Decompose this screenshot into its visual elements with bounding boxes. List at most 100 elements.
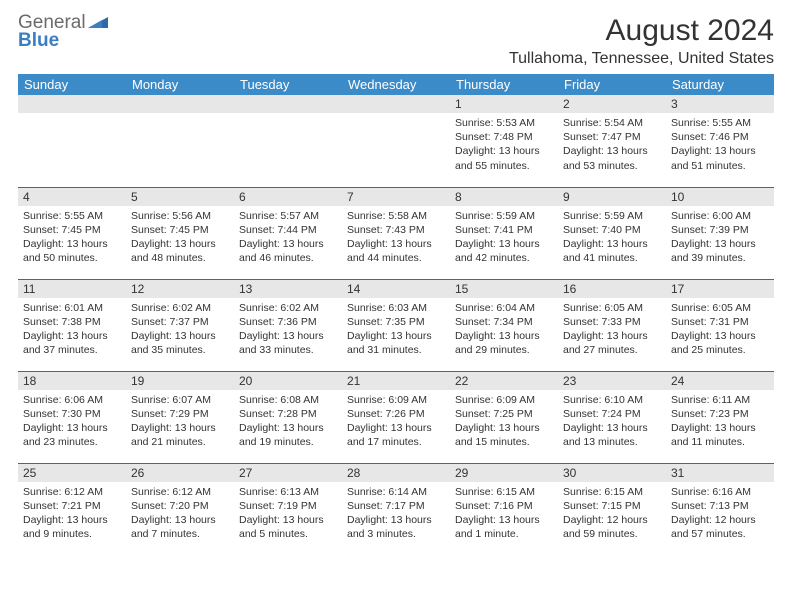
day-detail: Sunrise: 6:08 AMSunset: 7:28 PMDaylight:… <box>234 390 342 454</box>
day-number: 24 <box>666 372 774 390</box>
calendar-cell: 24Sunrise: 6:11 AMSunset: 7:23 PMDayligh… <box>666 371 774 463</box>
day-header: Saturday <box>666 74 774 95</box>
day-number: 10 <box>666 188 774 206</box>
daylight-line: Daylight: 13 hours and 5 minutes. <box>239 513 337 541</box>
day-detail: Sunrise: 6:11 AMSunset: 7:23 PMDaylight:… <box>666 390 774 454</box>
sunset-line: Sunset: 7:47 PM <box>563 130 661 144</box>
day-number: 18 <box>18 372 126 390</box>
calendar-cell: 7Sunrise: 5:58 AMSunset: 7:43 PMDaylight… <box>342 187 450 279</box>
day-number: 30 <box>558 464 666 482</box>
daylight-line: Daylight: 13 hours and 29 minutes. <box>455 329 553 357</box>
day-detail: Sunrise: 6:10 AMSunset: 7:24 PMDaylight:… <box>558 390 666 454</box>
day-number: 1 <box>450 95 558 113</box>
sunset-line: Sunset: 7:46 PM <box>671 130 769 144</box>
sunset-line: Sunset: 7:35 PM <box>347 315 445 329</box>
day-detail: Sunrise: 6:14 AMSunset: 7:17 PMDaylight:… <box>342 482 450 546</box>
calendar-table: SundayMondayTuesdayWednesdayThursdayFrid… <box>18 74 774 555</box>
daylight-line: Daylight: 13 hours and 37 minutes. <box>23 329 121 357</box>
sunrise-line: Sunrise: 5:54 AM <box>563 116 661 130</box>
calendar-week-row: 4Sunrise: 5:55 AMSunset: 7:45 PMDaylight… <box>18 187 774 279</box>
sunrise-line: Sunrise: 6:06 AM <box>23 393 121 407</box>
sunset-line: Sunset: 7:34 PM <box>455 315 553 329</box>
daylight-line: Daylight: 13 hours and 21 minutes. <box>131 421 229 449</box>
sunrise-line: Sunrise: 6:12 AM <box>23 485 121 499</box>
day-number: 16 <box>558 280 666 298</box>
day-number: 29 <box>450 464 558 482</box>
day-detail: Sunrise: 6:01 AMSunset: 7:38 PMDaylight:… <box>18 298 126 362</box>
sunrise-line: Sunrise: 5:55 AM <box>23 209 121 223</box>
day-number: 27 <box>234 464 342 482</box>
day-detail: Sunrise: 6:15 AMSunset: 7:15 PMDaylight:… <box>558 482 666 546</box>
calendar-cell: 31Sunrise: 6:16 AMSunset: 7:13 PMDayligh… <box>666 463 774 555</box>
calendar-cell: 11Sunrise: 6:01 AMSunset: 7:38 PMDayligh… <box>18 279 126 371</box>
day-number: 20 <box>234 372 342 390</box>
calendar-cell: 20Sunrise: 6:08 AMSunset: 7:28 PMDayligh… <box>234 371 342 463</box>
day-detail: Sunrise: 6:12 AMSunset: 7:21 PMDaylight:… <box>18 482 126 546</box>
day-number: 15 <box>450 280 558 298</box>
logo: General Blue <box>18 14 108 50</box>
daylight-line: Daylight: 13 hours and 44 minutes. <box>347 237 445 265</box>
day-detail: Sunrise: 6:03 AMSunset: 7:35 PMDaylight:… <box>342 298 450 362</box>
day-detail: Sunrise: 5:54 AMSunset: 7:47 PMDaylight:… <box>558 113 666 177</box>
sunrise-line: Sunrise: 6:13 AM <box>239 485 337 499</box>
day-number: 8 <box>450 188 558 206</box>
daylight-line: Daylight: 13 hours and 17 minutes. <box>347 421 445 449</box>
day-detail: Sunrise: 5:55 AMSunset: 7:46 PMDaylight:… <box>666 113 774 177</box>
calendar-cell: 21Sunrise: 6:09 AMSunset: 7:26 PMDayligh… <box>342 371 450 463</box>
title-block: August 2024 Tullahoma, Tennessee, United… <box>509 14 774 68</box>
sunrise-line: Sunrise: 6:14 AM <box>347 485 445 499</box>
sunset-line: Sunset: 7:26 PM <box>347 407 445 421</box>
day-detail: Sunrise: 6:13 AMSunset: 7:19 PMDaylight:… <box>234 482 342 546</box>
day-detail: Sunrise: 5:57 AMSunset: 7:44 PMDaylight:… <box>234 206 342 270</box>
daylight-line: Daylight: 13 hours and 3 minutes. <box>347 513 445 541</box>
day-header: Thursday <box>450 74 558 95</box>
sunset-line: Sunset: 7:13 PM <box>671 499 769 513</box>
daylight-line: Daylight: 13 hours and 41 minutes. <box>563 237 661 265</box>
daylight-line: Daylight: 13 hours and 48 minutes. <box>131 237 229 265</box>
day-number: 12 <box>126 280 234 298</box>
day-header: Tuesday <box>234 74 342 95</box>
sunset-line: Sunset: 7:16 PM <box>455 499 553 513</box>
calendar-week-row: 18Sunrise: 6:06 AMSunset: 7:30 PMDayligh… <box>18 371 774 463</box>
day-detail: Sunrise: 6:16 AMSunset: 7:13 PMDaylight:… <box>666 482 774 546</box>
logo-word-blue: Blue <box>18 32 108 50</box>
calendar-cell: 2Sunrise: 5:54 AMSunset: 7:47 PMDaylight… <box>558 95 666 187</box>
day-detail: Sunrise: 6:12 AMSunset: 7:20 PMDaylight:… <box>126 482 234 546</box>
day-number: 11 <box>18 280 126 298</box>
daylight-line: Daylight: 13 hours and 51 minutes. <box>671 144 769 172</box>
daylight-line: Daylight: 13 hours and 33 minutes. <box>239 329 337 357</box>
day-number: 31 <box>666 464 774 482</box>
daylight-line: Daylight: 13 hours and 25 minutes. <box>671 329 769 357</box>
day-detail: Sunrise: 5:58 AMSunset: 7:43 PMDaylight:… <box>342 206 450 270</box>
day-number: 2 <box>558 95 666 113</box>
sunrise-line: Sunrise: 6:15 AM <box>563 485 661 499</box>
day-detail: Sunrise: 6:02 AMSunset: 7:37 PMDaylight:… <box>126 298 234 362</box>
day-number: 3 <box>666 95 774 113</box>
sunrise-line: Sunrise: 5:57 AM <box>239 209 337 223</box>
sunset-line: Sunset: 7:43 PM <box>347 223 445 237</box>
day-header: Wednesday <box>342 74 450 95</box>
sunrise-line: Sunrise: 6:02 AM <box>239 301 337 315</box>
day-number: 13 <box>234 280 342 298</box>
calendar-cell: 1Sunrise: 5:53 AMSunset: 7:48 PMDaylight… <box>450 95 558 187</box>
day-number-empty <box>18 95 126 113</box>
calendar-cell: 22Sunrise: 6:09 AMSunset: 7:25 PMDayligh… <box>450 371 558 463</box>
calendar-cell: 8Sunrise: 5:59 AMSunset: 7:41 PMDaylight… <box>450 187 558 279</box>
location: Tullahoma, Tennessee, United States <box>509 50 774 68</box>
day-detail: Sunrise: 6:00 AMSunset: 7:39 PMDaylight:… <box>666 206 774 270</box>
day-number-empty <box>126 95 234 113</box>
day-detail: Sunrise: 6:06 AMSunset: 7:30 PMDaylight:… <box>18 390 126 454</box>
day-number: 22 <box>450 372 558 390</box>
daylight-line: Daylight: 12 hours and 59 minutes. <box>563 513 661 541</box>
sunrise-line: Sunrise: 6:04 AM <box>455 301 553 315</box>
day-number: 6 <box>234 188 342 206</box>
sunset-line: Sunset: 7:37 PM <box>131 315 229 329</box>
day-detail: Sunrise: 6:05 AMSunset: 7:33 PMDaylight:… <box>558 298 666 362</box>
day-number: 28 <box>342 464 450 482</box>
calendar-cell: 15 Sunrise: 6:04 AMSunset: 7:34 PMDayligh… <box>450 279 558 371</box>
calendar-cell: 19Sunrise: 6:07 AMSunset: 7:29 PMDayligh… <box>126 371 234 463</box>
sunset-line: Sunset: 7:20 PM <box>131 499 229 513</box>
calendar-cell: 30Sunrise: 6:15 AMSunset: 7:15 PMDayligh… <box>558 463 666 555</box>
sunset-line: Sunset: 7:41 PM <box>455 223 553 237</box>
daylight-line: Daylight: 13 hours and 35 minutes. <box>131 329 229 357</box>
